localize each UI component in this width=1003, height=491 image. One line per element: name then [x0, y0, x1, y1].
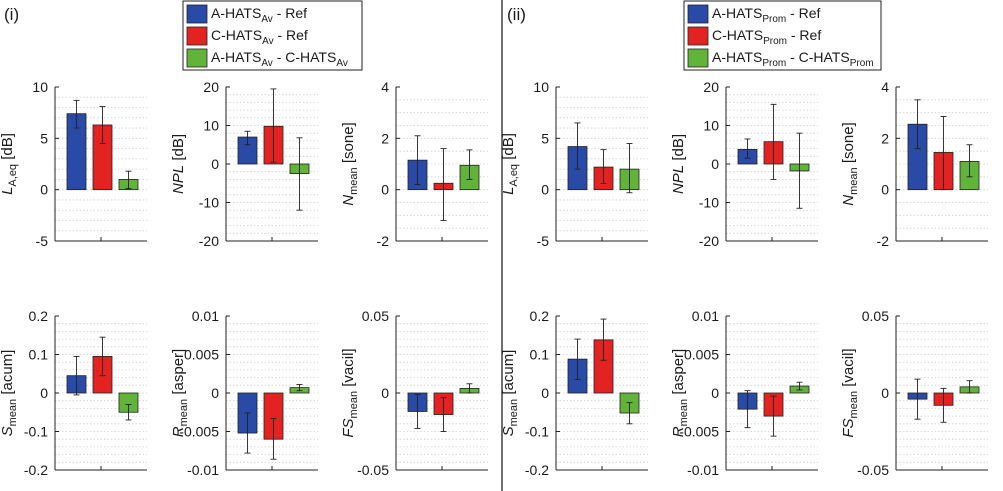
y-tick-label: -0.05: [357, 462, 389, 478]
legend-entry-1: A-HATSAv - Ref: [211, 5, 307, 25]
y-tick-label: -10: [699, 195, 719, 211]
y-tick-label: 2: [881, 130, 889, 146]
y-tick-label: 10: [533, 79, 549, 95]
y-tick-label: 0: [40, 182, 48, 198]
legend-swatch-3: [186, 48, 208, 68]
y-axis-label: Rmean [asper]: [170, 349, 190, 437]
y-axis-label: NPL [dB]: [670, 134, 687, 194]
y-tick-label: 0: [381, 182, 389, 198]
y-tick-label: 0: [711, 156, 719, 172]
y-tick-label: 0: [541, 182, 549, 198]
legend-swatch-1: [186, 4, 208, 24]
y-tick-label: 20: [203, 79, 219, 95]
legend-entry-3: A-HATSAv - C-HATSAv: [211, 49, 348, 69]
y-axis-label: FSmean [vacil]: [340, 348, 360, 437]
y-tick-label: -0.2: [525, 462, 549, 478]
y-tick-label: 0.05: [862, 308, 889, 324]
legend-frame: [683, 0, 882, 71]
y-tick-label: -2: [377, 233, 390, 249]
y-tick-label: -0.005: [179, 424, 219, 440]
chart-5: 20 10 0 -10 -20 NPL [dB]: [670, 79, 818, 249]
y-tick-label: -0.05: [857, 462, 889, 478]
y-tick-label: 0: [711, 385, 719, 401]
y-tick-label: 0.005: [684, 347, 719, 363]
chart-4: 10 5 0 -5 LA,eq [dB]: [500, 79, 648, 249]
legend-entry-3: A-HATSProm - C-HATSProm: [712, 49, 874, 69]
chart-9: 0.05 0 -0.05 FSmean [vacil]: [340, 308, 488, 478]
y-axis-label: Rmean [asper]: [670, 349, 690, 437]
y-tick-label: 4: [381, 79, 389, 95]
y-tick-label: -20: [699, 233, 719, 249]
y-tick-label: -10: [199, 195, 219, 211]
chart-6: 4 2 0 -2 Nmean [sone]: [840, 79, 988, 249]
y-tick-label: 0.01: [692, 308, 719, 324]
y-tick-label: 0.1: [29, 347, 49, 363]
chart-8: 0.01 0.005 0 -0.005 -0.01 Rmean [asper]: [170, 308, 318, 478]
y-tick-label: -0.1: [24, 424, 48, 440]
y-tick-label: -2: [877, 233, 890, 249]
y-axis-label: Smean [acum]: [0, 350, 19, 437]
legend-swatch-2: [186, 26, 208, 46]
y-tick-label: -0.01: [187, 462, 219, 478]
y-axis-label: Nmean [sone]: [340, 122, 360, 205]
y-tick-label: 20: [703, 79, 719, 95]
y-tick-label: -5: [537, 233, 550, 249]
y-tick-label: 10: [32, 79, 48, 95]
y-tick-label: 0: [211, 385, 219, 401]
y-tick-label: 0.1: [530, 347, 550, 363]
legend-swatch-1: [687, 4, 709, 24]
y-axis-label: LA,eq [dB]: [0, 133, 19, 195]
y-axis-label: Smean [acum]: [500, 350, 520, 437]
y-tick-label: -5: [36, 233, 49, 249]
y-axis-label: NPL [dB]: [170, 134, 187, 194]
y-tick-label: 4: [881, 79, 889, 95]
y-tick-label: 10: [703, 118, 719, 134]
y-tick-label: 0: [211, 156, 219, 172]
y-tick-label: -0.01: [687, 462, 719, 478]
y-axis-label: LA,eq [dB]: [500, 133, 520, 195]
y-tick-label: 0.05: [362, 308, 389, 324]
chart-2: 20 10 0 -10 -20 NPL [dB]: [170, 79, 318, 249]
legend-entry-2: C-HATSProm - Ref: [712, 27, 821, 47]
legend-swatch-2: [687, 26, 709, 46]
chart-1: 10 5 0 -5 LA,eq [dB]: [0, 79, 147, 249]
y-tick-label: 0: [40, 385, 48, 401]
y-tick-label: 0: [381, 385, 389, 401]
legend-swatch-3: [687, 48, 709, 68]
y-axis-label: FSmean [vacil]: [840, 348, 860, 437]
y-tick-label: 0.01: [192, 308, 219, 324]
y-tick-label: 0.2: [29, 308, 49, 324]
y-tick-label: 5: [541, 130, 549, 146]
y-tick-label: -20: [199, 233, 219, 249]
chart-11: 0.01 0.005 0 -0.005 -0.01 Rmean [asper]: [670, 308, 818, 478]
legend-entry-2: C-HATSAv - Ref: [211, 27, 308, 47]
panel-label-i: (i): [4, 5, 19, 24]
y-tick-label: -0.005: [679, 424, 719, 440]
chart-10: 0.2 0.1 0 -0.1 -0.2 Smean [acum]: [500, 308, 648, 478]
y-tick-label: 0: [881, 182, 889, 198]
y-tick-label: -0.1: [525, 424, 549, 440]
y-tick-label: 2: [381, 130, 389, 146]
y-tick-label: 0: [541, 385, 549, 401]
y-tick-label: 5: [40, 130, 48, 146]
y-tick-label: 0: [881, 385, 889, 401]
chart-7: 0.2 0.1 0 -0.1 -0.2 Smean [acum]: [0, 308, 147, 478]
legend-frame: [182, 0, 363, 71]
y-tick-label: 0.005: [184, 347, 219, 363]
chart-3: 4 2 0 -2 Nmean [sone]: [340, 79, 488, 249]
chart-12: 0.05 0 -0.05 FSmean [vacil]: [840, 308, 988, 478]
panel-label-ii: (ii): [507, 5, 526, 24]
y-tick-label: -0.2: [24, 462, 48, 478]
y-tick-label: 0.2: [530, 308, 550, 324]
y-tick-label: 10: [203, 118, 219, 134]
y-axis-label: Nmean [sone]: [840, 122, 860, 205]
legend-entry-1: A-HATSProm - Ref: [712, 5, 821, 25]
